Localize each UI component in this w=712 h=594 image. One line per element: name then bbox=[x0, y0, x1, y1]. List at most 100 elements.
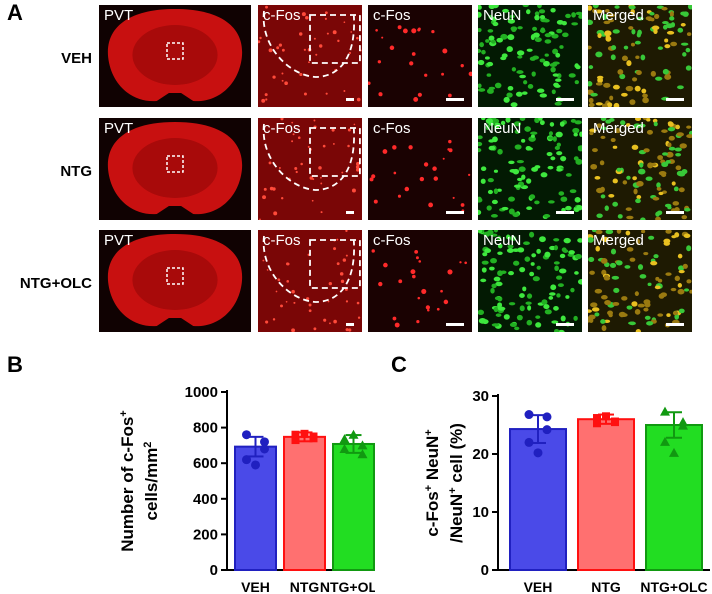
data-point bbox=[542, 412, 552, 422]
y-tick-label: 600 bbox=[193, 455, 218, 472]
bar-ntg+olc bbox=[645, 424, 703, 571]
bar-ntg+olc bbox=[332, 442, 375, 572]
tile-label: NeuN bbox=[483, 7, 522, 24]
micrograph-r1-c1: c-Fos bbox=[258, 118, 362, 220]
row-label-1: NTG bbox=[60, 163, 92, 180]
data-point bbox=[339, 434, 350, 444]
data-point bbox=[242, 455, 251, 465]
row-label-0: VEH bbox=[61, 50, 92, 67]
scale-bar bbox=[666, 98, 684, 101]
micrograph-r0-c1: c-Fos bbox=[258, 5, 362, 107]
y-axis-label: Number of c-Fos+ bbox=[118, 410, 137, 552]
tile-label: PVT bbox=[104, 232, 134, 249]
tile-label: c-Fos bbox=[263, 7, 301, 24]
y-tick-label: 800 bbox=[193, 420, 218, 437]
data-point bbox=[524, 437, 534, 447]
data-point bbox=[669, 447, 679, 457]
data-point bbox=[260, 437, 269, 447]
micrograph-r0-c0: PVT bbox=[99, 5, 251, 107]
data-point bbox=[357, 440, 368, 450]
data-point bbox=[357, 449, 368, 459]
data-point bbox=[260, 444, 269, 454]
tile-label: PVT bbox=[104, 120, 134, 137]
x-category-label: VEH bbox=[241, 579, 270, 594]
x-category-label: NTG+OLC bbox=[640, 579, 707, 594]
data-point bbox=[611, 418, 619, 427]
tile-label: c-Fos bbox=[263, 120, 301, 137]
micrograph-r1-c2: c-Fos bbox=[368, 118, 472, 220]
y-tick-label: 0 bbox=[210, 562, 218, 579]
data-point bbox=[348, 429, 359, 439]
data-point bbox=[291, 430, 300, 439]
data-point bbox=[339, 443, 350, 453]
row-label-2: NTG+OLC bbox=[19, 275, 92, 292]
micrograph-r2-c1: c-Fos bbox=[258, 230, 362, 332]
micrograph-r2-c2: c-Fos bbox=[368, 230, 472, 332]
tile-label: c-Fos bbox=[373, 120, 411, 137]
data-point bbox=[593, 414, 601, 423]
y-axis-label: /NeuN+ cell (%) bbox=[447, 423, 466, 543]
data-point bbox=[602, 412, 610, 421]
data-point bbox=[524, 410, 534, 420]
micrograph-r2-c0: PVT bbox=[99, 230, 251, 332]
tile-label: Merged bbox=[593, 7, 644, 24]
data-point bbox=[542, 425, 552, 435]
tile-label: Merged bbox=[593, 120, 644, 137]
panel-a-letter: A bbox=[7, 0, 23, 25]
micrograph-r1-c3: NeuN bbox=[478, 118, 582, 220]
data-point bbox=[678, 420, 688, 430]
micrograph-r0-c2: c-Fos bbox=[368, 5, 472, 107]
scale-bar bbox=[556, 98, 574, 101]
x-category-label: NTG bbox=[591, 579, 621, 594]
x-category-label: NTG+OLC bbox=[320, 579, 375, 594]
panel-c-letter: C bbox=[391, 352, 407, 377]
micrograph-r0-c4: Merged bbox=[588, 5, 692, 107]
scale-bar bbox=[446, 323, 464, 326]
data-point bbox=[533, 448, 543, 458]
panel-b-bar-chart: Number of c-Fos+ cells/mm2 0 200 400 600 800 10… bbox=[118, 384, 375, 594]
x-category-label: NTG bbox=[290, 579, 320, 594]
panel-c-bar-chart: c-Fos+ NeuN+ /NeuN+ cell (%) 0 10 20 30 VEH NTG… bbox=[423, 388, 710, 594]
panel-b-letter: B bbox=[7, 352, 23, 377]
tile-label: c-Fos bbox=[263, 232, 301, 249]
data-point bbox=[660, 436, 670, 446]
y-tick-label: 10 bbox=[472, 504, 489, 521]
tile-label: NeuN bbox=[483, 232, 522, 249]
y-tick-label: 200 bbox=[193, 526, 218, 543]
y-tick-label: 1000 bbox=[185, 384, 218, 401]
y-axis-label: cells/mm2 bbox=[142, 442, 161, 521]
scale-bar bbox=[666, 211, 684, 214]
data-point bbox=[593, 419, 601, 428]
scale-bar bbox=[446, 98, 464, 101]
scale-bar bbox=[556, 323, 574, 326]
tile-label: c-Fos bbox=[373, 7, 411, 24]
data-point bbox=[251, 460, 260, 470]
data-point bbox=[309, 432, 318, 441]
data-point bbox=[242, 430, 251, 440]
y-tick-label: 0 bbox=[481, 562, 489, 579]
micrograph-r1-c0: PVT bbox=[99, 118, 251, 220]
micrograph-r2-c3: NeuN bbox=[478, 230, 582, 332]
bar-ntg bbox=[577, 418, 635, 572]
scale-bar bbox=[346, 323, 354, 326]
y-tick-label: 30 bbox=[472, 388, 489, 405]
tile-label: Merged bbox=[593, 232, 644, 249]
x-category-label: VEH bbox=[524, 579, 553, 594]
scale-bar bbox=[346, 211, 354, 214]
bar-ntg bbox=[283, 435, 326, 571]
data-point bbox=[300, 429, 309, 438]
y-tick-label: 20 bbox=[472, 446, 489, 463]
y-tick-label: 400 bbox=[193, 491, 218, 508]
scale-bar bbox=[346, 98, 354, 101]
scale-bar bbox=[666, 323, 684, 326]
tile-label: NeuN bbox=[483, 120, 522, 137]
data-point bbox=[291, 436, 300, 445]
micrograph-r2-c4: Merged bbox=[588, 230, 692, 332]
data-point bbox=[660, 406, 670, 416]
micrograph-r1-c4: Merged bbox=[588, 118, 692, 220]
scale-bar bbox=[446, 211, 464, 214]
micrograph-r0-c3: NeuN bbox=[478, 5, 582, 107]
tile-label: PVT bbox=[104, 7, 134, 24]
y-axis-label: c-Fos+ NeuN+ bbox=[423, 429, 442, 536]
scale-bar bbox=[556, 211, 574, 214]
